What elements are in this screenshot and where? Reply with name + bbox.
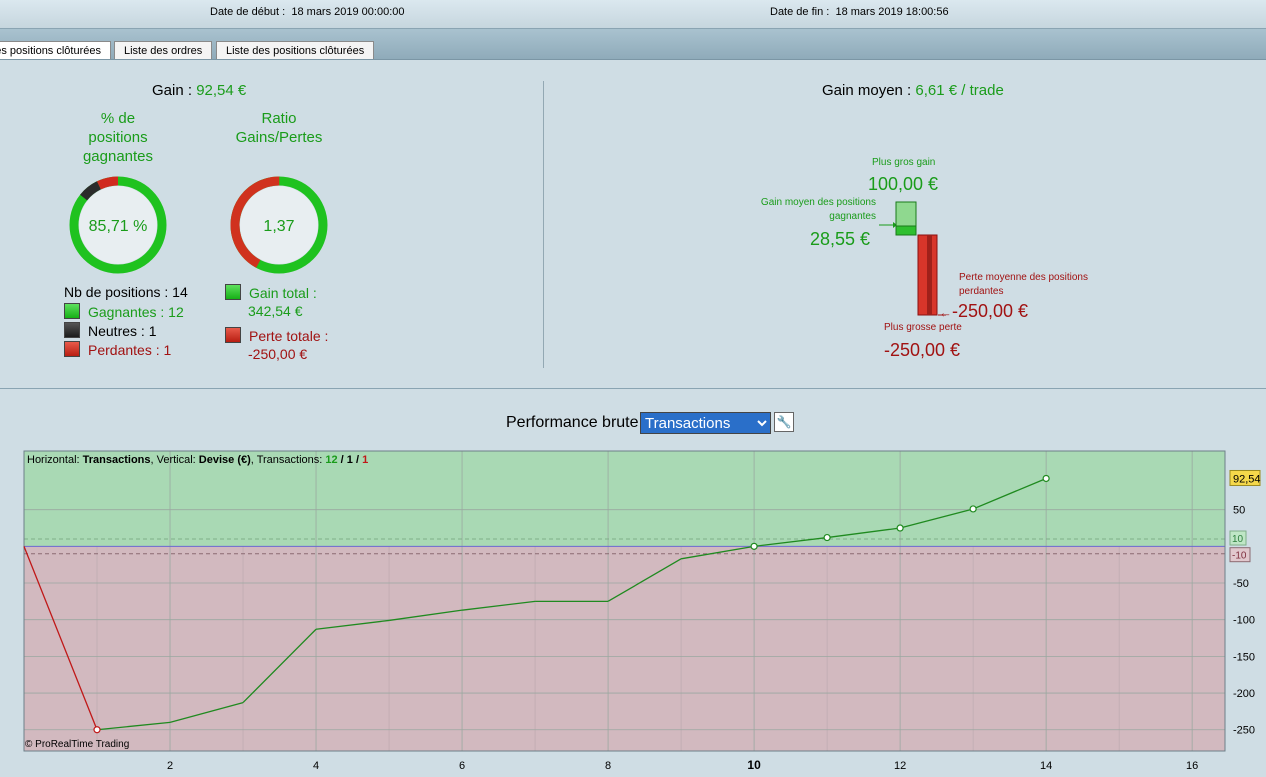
y-tick-label: -50 (1233, 578, 1249, 590)
series-segment (827, 527, 901, 539)
avg-loss-label: Perte moyenne des positions perdantes (959, 272, 1088, 297)
losers-legend: Perdantes : 1 (64, 341, 171, 358)
green-swatch-icon (225, 284, 241, 300)
y-tick-label: -150 (1233, 651, 1255, 663)
data-point (1042, 474, 1050, 483)
series-segment (972, 477, 1047, 510)
gain-zone (24, 451, 1225, 547)
data-point (969, 505, 977, 513)
performance-mode-select[interactable]: Transactions (640, 412, 771, 434)
ratio-loss-segment (230, 176, 328, 274)
data-point (823, 533, 831, 542)
series-segment (23, 546, 98, 730)
performance-label: Performance brute (506, 414, 639, 431)
y-tick-label: -200 (1233, 688, 1255, 700)
x-tick-label: 8 (605, 760, 611, 772)
y-tick-label: -100 (1233, 615, 1255, 627)
loss-total-legend: Perte totale : (225, 327, 328, 344)
series-segment (242, 628, 317, 704)
lower-band-label: -10 (1232, 551, 1247, 562)
biggest-gain-label: Plus gros gain (872, 157, 936, 168)
win-rate-donut: 85,71 % (69, 176, 167, 274)
series-segment (315, 619, 390, 630)
winners-legend: Gagnantes : 12 (64, 303, 184, 320)
ratio-value: 1,37 (263, 218, 294, 235)
red-swatch-icon (64, 341, 80, 357)
win-rate-title: % de positions gagnantes (82, 110, 154, 165)
green-swatch-icon (64, 303, 80, 319)
loss-zone (24, 546, 1225, 751)
ratio-donut: 1,37 (230, 176, 328, 274)
win-rate-value: 85,71 % (89, 218, 148, 235)
loss-total-value: -250,00 € (248, 346, 308, 362)
summary-panel: Gain : 92,54 € % de positions gagnantes … (0, 61, 1266, 389)
series-segment (169, 701, 244, 724)
biggest-loss-label: Plus grosse perte (884, 322, 962, 333)
equity-chart: 2 4 6 8 10 12 14 16 50 -50 -100 -150 -200 -250 92,54 10… (23, 450, 1261, 772)
neutral-legend: Neutres : 1 (64, 322, 156, 339)
positions-count: Nb de positions : 14 (64, 284, 188, 300)
series-segment (607, 558, 682, 602)
avg-gain-heading: Gain moyen : 6,61 € / trade (822, 82, 1004, 99)
x-tick-label: 4 (313, 760, 319, 772)
x-tick-label: 6 (459, 760, 465, 772)
wrench-icon[interactable]: 🔧 (774, 412, 794, 432)
data-point (93, 726, 101, 734)
gain-total-value: 342,54 € (248, 303, 303, 319)
upper-band-tag (1229, 530, 1247, 546)
gain-total-heading: Gain : 92,54 € (152, 82, 247, 99)
last-value-tag (1229, 469, 1261, 486)
series-segment (96, 721, 171, 731)
series-segment (680, 545, 755, 560)
x-tick-label: 16 (1186, 760, 1198, 772)
x-tick-label: 12 (894, 760, 906, 772)
lower-band-tag (1229, 547, 1251, 563)
gain-total-legend: Gain total : (225, 284, 317, 301)
avg-win-value: 28,55 € (810, 229, 871, 249)
tab-closed-positions[interactable]: Liste des positions clôturées (0, 41, 111, 60)
red-swatch-icon (225, 327, 241, 343)
x-tick-label: 2 (167, 760, 173, 772)
last-value-label: 92,54 (1233, 473, 1261, 485)
series-segment (899, 508, 974, 529)
tab-closed-positions-2[interactable]: Liste des positions clôturées (216, 41, 375, 60)
watermark: © ProRealTime Trading (25, 739, 129, 750)
biggest-loss-value: -250,00 € (884, 340, 961, 360)
series-segment (461, 600, 536, 611)
chart-info-text: Horizontal: Transactions, Vertical: Devi… (27, 454, 368, 466)
y-tick-label: -250 (1233, 725, 1255, 737)
avg-loss-value: ←-250,00 € (939, 301, 1029, 321)
tab-strip: Liste des positions clôturées Liste des … (0, 29, 1266, 60)
performance-section: Performance brute Transactions 🔧 2 4 6 8 10 1… (0, 389, 1266, 777)
tab-order-list[interactable]: Liste des ordres (114, 41, 213, 60)
series-segment (388, 609, 463, 622)
data-point (750, 542, 758, 550)
y-tick-label: 50 (1233, 505, 1245, 517)
gain-loss-ratio-title: Ratio Gains/Pertes (235, 110, 323, 146)
data-point (896, 524, 904, 532)
series-segment (754, 536, 828, 547)
gain-loss-bar-graphic (879, 201, 946, 316)
avg-win-label: Gain moyen des positions gagnantes (760, 197, 876, 222)
x-tick-label: 10 (747, 758, 761, 772)
x-tick-label: 14 (1040, 760, 1052, 772)
chart-frame (23, 450, 1226, 752)
black-swatch-icon (64, 322, 80, 338)
end-date-label: Date de fin : 18 mars 2019 18:00:56 (770, 6, 949, 18)
date-header: Date de début : 18 mars 2019 00:00:00 Da… (0, 0, 1266, 29)
donut-loss-segment (69, 176, 167, 274)
start-date-label: Date de début : 18 mars 2019 00:00:00 (210, 6, 405, 18)
biggest-gain-value: 100,00 € (868, 174, 939, 194)
upper-band-label: 10 (1232, 534, 1244, 545)
